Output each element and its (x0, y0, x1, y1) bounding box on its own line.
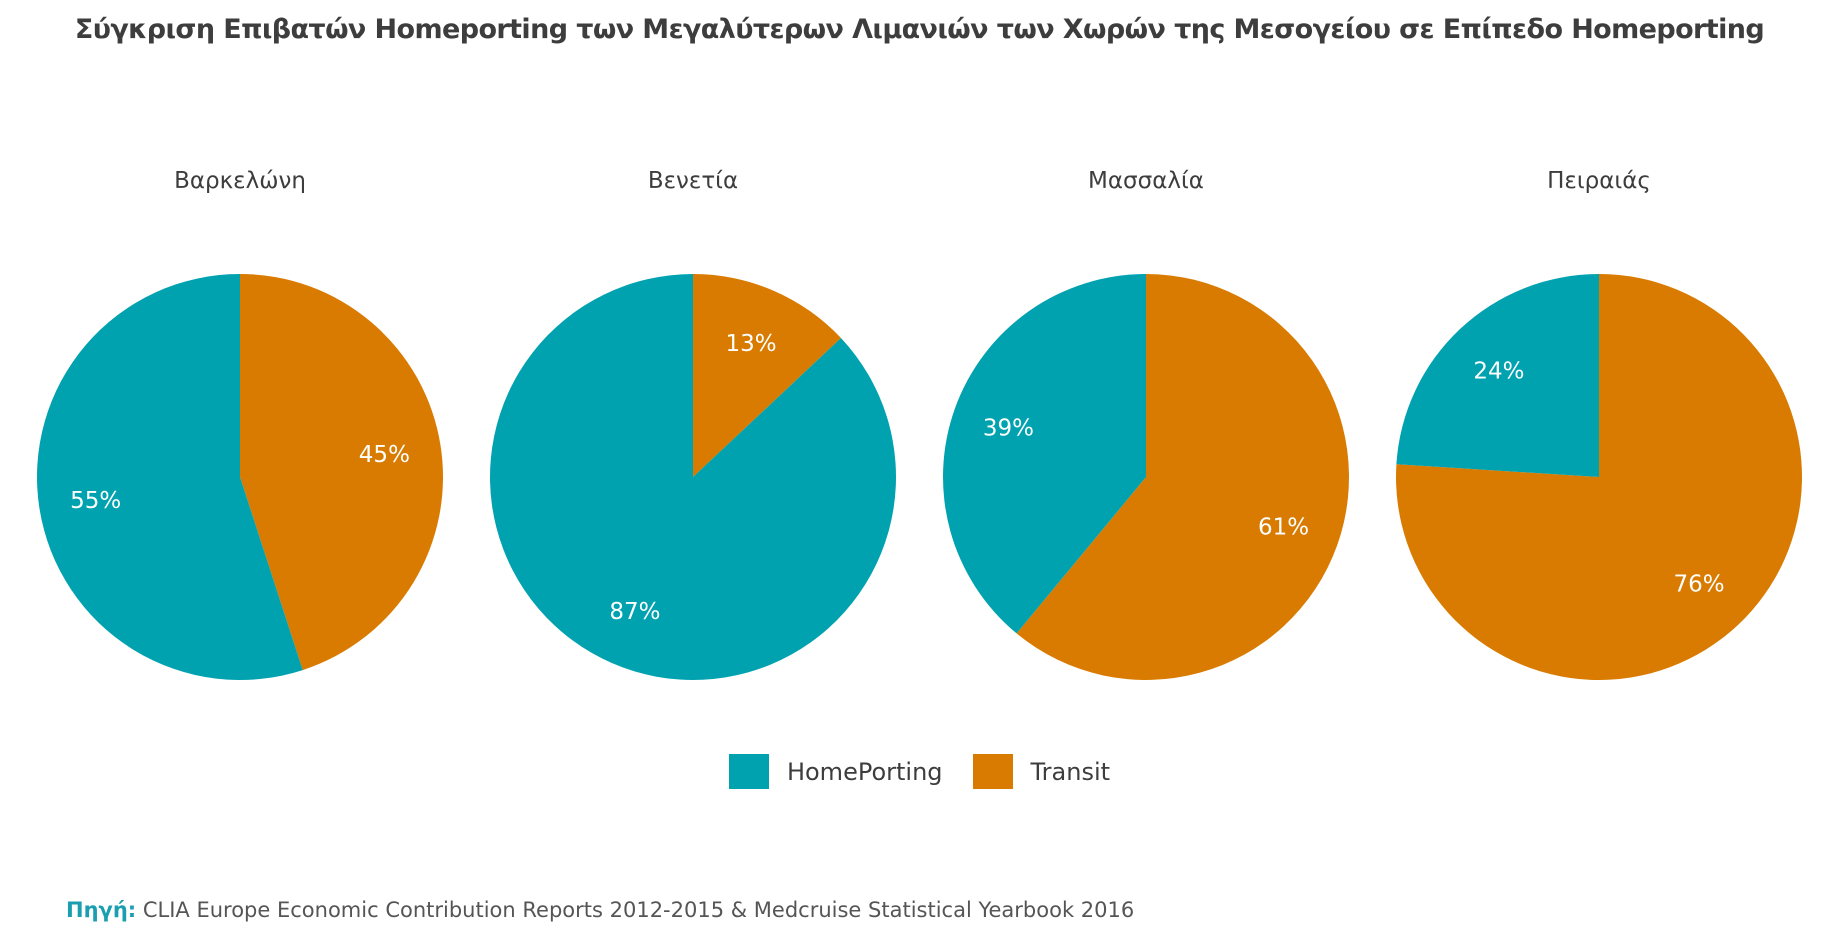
slice-label-homeporting: 39% (983, 415, 1034, 441)
pie-slice-homeporting (1396, 274, 1599, 477)
legend-item-homeporting: HomePorting (728, 754, 943, 789)
pie-slice-homeporting (490, 274, 896, 680)
legend-item-transit: Transit (972, 754, 1111, 789)
pie-slice-transit (693, 274, 841, 477)
slice-label-transit: 13% (725, 331, 776, 357)
pie-chart-2: Βενετία 13% 87% (490, 168, 896, 680)
pie-chart-4: Πειραιάς 76% 24% (1396, 168, 1803, 680)
chart-title: Σύγκριση Επιβατών Homeporting των Μεγαλύ… (74, 14, 1765, 45)
pie-slice-transit (240, 274, 443, 671)
legend: HomePorting Transit (0, 754, 1839, 789)
legend-swatch-transit (972, 754, 1013, 789)
slice-label-homeporting: 87% (609, 599, 660, 625)
source-text: CLIA Europe Economic Contribution Report… (136, 898, 1135, 922)
pie-slice-transit (1016, 274, 1349, 680)
pie-slice-homeporting (36, 274, 303, 680)
slice-label-transit: 76% (1673, 572, 1724, 598)
legend-label-homeporting: HomePorting (786, 757, 943, 786)
pie-chart-1: Βαρκελώνη 45% 55% (36, 168, 443, 680)
slice-label-transit: 45% (359, 442, 410, 468)
pie-slice-homeporting (942, 274, 1146, 634)
slice-label-homeporting: 55% (70, 488, 121, 514)
pie-title: Βαρκελώνη (174, 168, 306, 194)
pie-title: Πειραιάς (1547, 168, 1651, 194)
pie-chart-3: Μασσαλία 61% 39% (942, 168, 1349, 680)
pie-title: Βενετία (648, 168, 738, 194)
slice-label-transit: 61% (1258, 515, 1309, 541)
source-note: Πηγή: CLIA Europe Economic Contribution … (66, 898, 1134, 922)
legend-swatch-homeporting (728, 754, 769, 789)
pie-title: Μασσαλία (1088, 168, 1204, 194)
slice-label-homeporting: 24% (1473, 358, 1524, 384)
legend-label-transit: Transit (1030, 757, 1111, 786)
source-prefix: Πηγή: (66, 898, 137, 922)
